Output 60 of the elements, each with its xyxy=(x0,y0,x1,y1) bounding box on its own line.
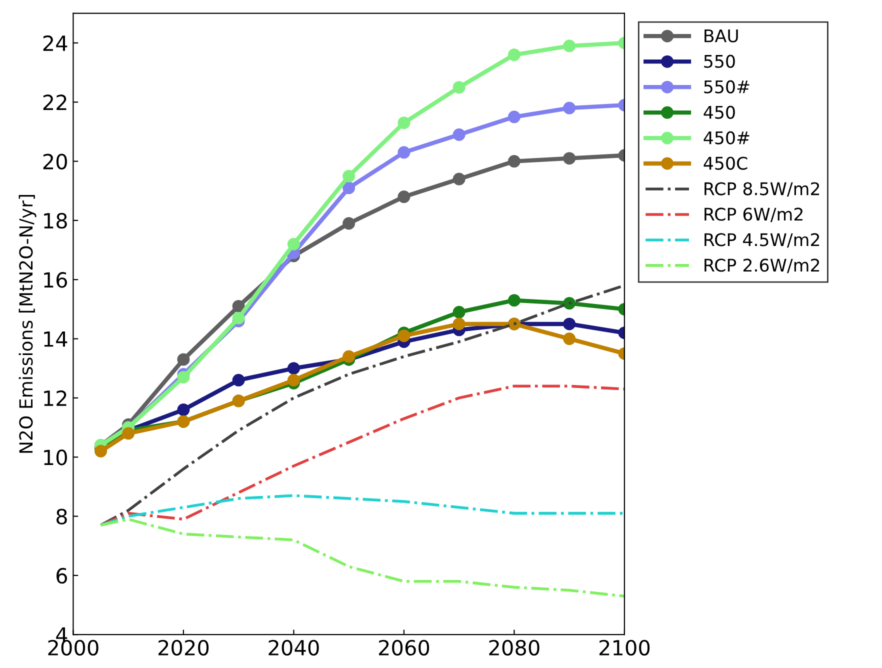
point xyxy=(287,238,300,250)
line-series xyxy=(99,518,624,598)
legend-label: 550# xyxy=(704,80,750,94)
point xyxy=(177,353,190,366)
point xyxy=(508,294,520,307)
y-tick-label: 18 xyxy=(44,212,67,229)
x-tick-label: 2080 xyxy=(489,640,540,656)
point xyxy=(563,152,576,165)
legend-label: RCP 4.5W/m2 xyxy=(704,233,820,248)
legend-label: 450C xyxy=(704,156,748,170)
point xyxy=(232,374,245,386)
y-tick-label: 10 xyxy=(44,450,67,466)
legend-label: RCP 8.5W/m2 xyxy=(704,182,820,197)
y-tick-label: 14 xyxy=(44,332,68,347)
point xyxy=(563,102,576,114)
y-tick-label: 12 xyxy=(44,390,66,406)
point xyxy=(563,40,576,52)
y-tick-label: 6 xyxy=(56,568,68,584)
point xyxy=(122,427,135,440)
x-tick-label: 2020 xyxy=(158,640,209,656)
point xyxy=(232,300,245,312)
point xyxy=(177,404,190,416)
point xyxy=(452,306,466,318)
point xyxy=(452,81,466,94)
point xyxy=(177,370,190,384)
x-tick-label: 2100 xyxy=(599,640,650,656)
point xyxy=(508,48,520,62)
point xyxy=(342,170,356,182)
point xyxy=(452,128,466,141)
y-tick-label: 22 xyxy=(43,94,66,110)
legend-label: RCP 2.6W/m2 xyxy=(704,258,820,274)
point xyxy=(398,330,410,342)
point xyxy=(508,155,520,168)
point xyxy=(398,190,410,204)
point xyxy=(287,362,300,375)
point xyxy=(563,318,576,330)
point xyxy=(398,146,410,159)
point xyxy=(508,110,520,124)
point xyxy=(342,217,356,230)
legend-label: BAU xyxy=(704,30,738,42)
y-tick-label: 8 xyxy=(56,508,67,524)
y-axis-title: N2O Emissions [MtN2O-N/yr] xyxy=(18,194,36,453)
point xyxy=(452,172,466,186)
point xyxy=(342,182,356,194)
x-tick-label: 2040 xyxy=(268,640,319,656)
legend-label: 450# xyxy=(704,131,750,144)
y-tick-label: 16 xyxy=(44,272,68,288)
x-tick-label: 2060 xyxy=(378,640,430,656)
point xyxy=(398,116,410,130)
y-tick-label: 20 xyxy=(43,154,67,170)
point xyxy=(563,332,576,346)
legend-label: 450 xyxy=(704,106,735,119)
point xyxy=(452,318,466,330)
point xyxy=(232,312,245,324)
point xyxy=(342,350,356,363)
legend-label: 550 xyxy=(704,54,735,68)
point xyxy=(287,374,300,386)
y-tick-label: 24 xyxy=(43,35,68,51)
legend-label: RCP 6W/m2 xyxy=(704,208,802,222)
point xyxy=(94,444,108,458)
